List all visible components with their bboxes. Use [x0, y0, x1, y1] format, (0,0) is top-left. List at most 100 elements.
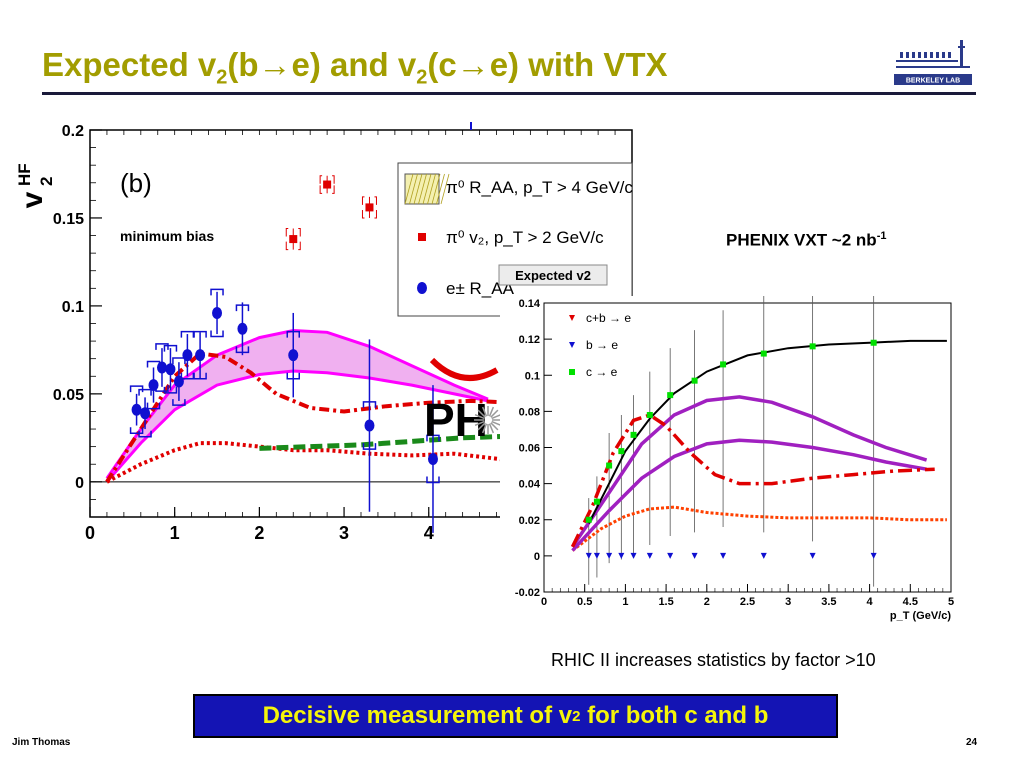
sunburst-ray	[477, 409, 486, 418]
legend: c+b → e b → e c → e	[569, 311, 631, 379]
b-e-point	[585, 552, 592, 559]
phenix-vtx-label: PHENIX VXT ~2 nb-1	[726, 230, 886, 251]
legend-red-triangle	[569, 315, 575, 321]
e-v2-syst-bracket	[172, 357, 186, 406]
e-v2-point	[288, 349, 299, 362]
b-e-point	[720, 552, 727, 559]
c-e-point	[809, 343, 816, 350]
legend-label: π⁰ R_AA, p_T > 4 GeV/c	[446, 178, 633, 197]
e-v2-point	[237, 322, 248, 335]
b-e-point	[667, 552, 674, 559]
x-tick-label: 3	[785, 596, 791, 608]
y-tick-label: 0	[75, 475, 84, 492]
phenix-vtx-text: PHENIX VXT ~2 nb	[726, 230, 877, 250]
c-e-point	[618, 448, 625, 455]
y-tick-label: 0.02	[519, 515, 540, 527]
c-e-point	[691, 377, 698, 384]
phenix-vtx-sup: -1	[876, 230, 887, 242]
x-tick-label: 2.5	[740, 596, 755, 608]
e-v2-point	[148, 379, 159, 392]
sunburst-ray	[491, 420, 502, 427]
author: Jim Thomas	[12, 737, 71, 748]
y-tick-label: 0	[534, 551, 540, 563]
y-tick-label: 0.15	[53, 211, 84, 228]
hatch-line	[413, 173, 423, 205]
c-e-point	[870, 339, 877, 346]
c-e-point	[593, 498, 600, 505]
y-axis-label-sub: 2	[37, 177, 56, 186]
x-tick-label: 5	[948, 596, 954, 608]
pi0-v2-syst-bracket	[285, 228, 301, 251]
x-tick-label: 0	[541, 596, 547, 608]
b-e-point	[630, 552, 637, 559]
e-v2-point	[173, 375, 184, 388]
title-part: Expected v	[42, 46, 217, 83]
red-dash-dot-curve	[570, 413, 935, 548]
y-axis-label-main: v	[16, 191, 49, 208]
b-e-point	[593, 552, 600, 559]
e-v2-point	[195, 349, 206, 362]
legend-label: c → e	[586, 365, 618, 379]
b-e-point	[646, 552, 653, 559]
title-part: (b	[227, 46, 259, 83]
e-v2-point	[156, 361, 167, 374]
c-e-point	[630, 431, 637, 438]
e-v2-point	[364, 419, 375, 432]
hatch-line	[404, 173, 414, 205]
c-e-point	[585, 516, 592, 523]
hatch-line	[409, 173, 418, 205]
pi0-v2-point	[289, 235, 298, 244]
b-e-point	[760, 552, 767, 559]
b-e-point	[606, 552, 613, 559]
x-tick-label: 1	[622, 596, 628, 608]
orange-dotted-curve	[571, 505, 947, 552]
purple-upper-curve	[571, 395, 928, 548]
x-tick-label: 3	[339, 523, 349, 543]
e-v2-point	[140, 407, 151, 420]
title-part: e) and v	[291, 46, 417, 83]
legend-green-square	[569, 369, 575, 375]
e-v2-syst-bracket	[235, 304, 250, 354]
logo-arches	[896, 40, 970, 68]
e-v2-point	[131, 403, 142, 416]
legend-label: e± R_AA	[446, 279, 515, 298]
hatch-line	[427, 173, 436, 205]
y-tick-label: 0.12	[519, 334, 540, 346]
e-v2-syst-bracket	[193, 330, 207, 380]
e-v2-point	[182, 349, 193, 362]
x-tick-label: 4.5	[903, 596, 918, 608]
c-e-point	[720, 361, 727, 368]
e-v2-syst-bracket	[362, 401, 377, 450]
legend-red-square	[418, 233, 426, 241]
title-part: e) with VTX	[489, 46, 668, 83]
arrow-symbol: →	[456, 46, 490, 83]
banner-part: Decisive measurement of v	[262, 702, 573, 729]
e-v2-syst-bracket	[138, 388, 152, 438]
title-rule	[42, 92, 976, 95]
e-v2-point	[427, 452, 438, 465]
sunburst-ray	[481, 423, 488, 434]
rhic-note: RHIC II increases statistics by factor >…	[551, 650, 876, 670]
banner-part: for both c and b	[580, 702, 769, 729]
y-tick-label: 0.1	[525, 370, 540, 382]
logo-text: BERKELEY LAB	[906, 78, 960, 85]
x-tick-label: 0.5	[577, 596, 592, 608]
hatch-line	[422, 173, 432, 205]
e-v2-point	[212, 306, 223, 319]
sunburst-ray	[488, 423, 495, 434]
c-e-point	[760, 350, 767, 357]
e-v2-syst-bracket	[286, 330, 300, 380]
b-e-point	[870, 552, 877, 559]
sunburst-ray	[488, 406, 495, 417]
slide-title: Expected v2(b→e) and v2(c→e) with VTX	[42, 46, 668, 90]
pi0-v2-point	[323, 180, 332, 189]
sunburst-ray	[481, 406, 488, 417]
legend: π⁰ R_AA, p_T > 4 GeV/c π⁰ v₂, p_T > 2 GeV…	[397, 162, 633, 317]
y-tick-label: 0.05	[53, 387, 84, 404]
e-v2-point	[165, 363, 176, 376]
b-e-point	[691, 552, 698, 559]
x-tick-label: 3.5	[821, 596, 836, 608]
legend-label: c+b → e	[586, 311, 631, 325]
sunburst-ray	[490, 409, 499, 418]
